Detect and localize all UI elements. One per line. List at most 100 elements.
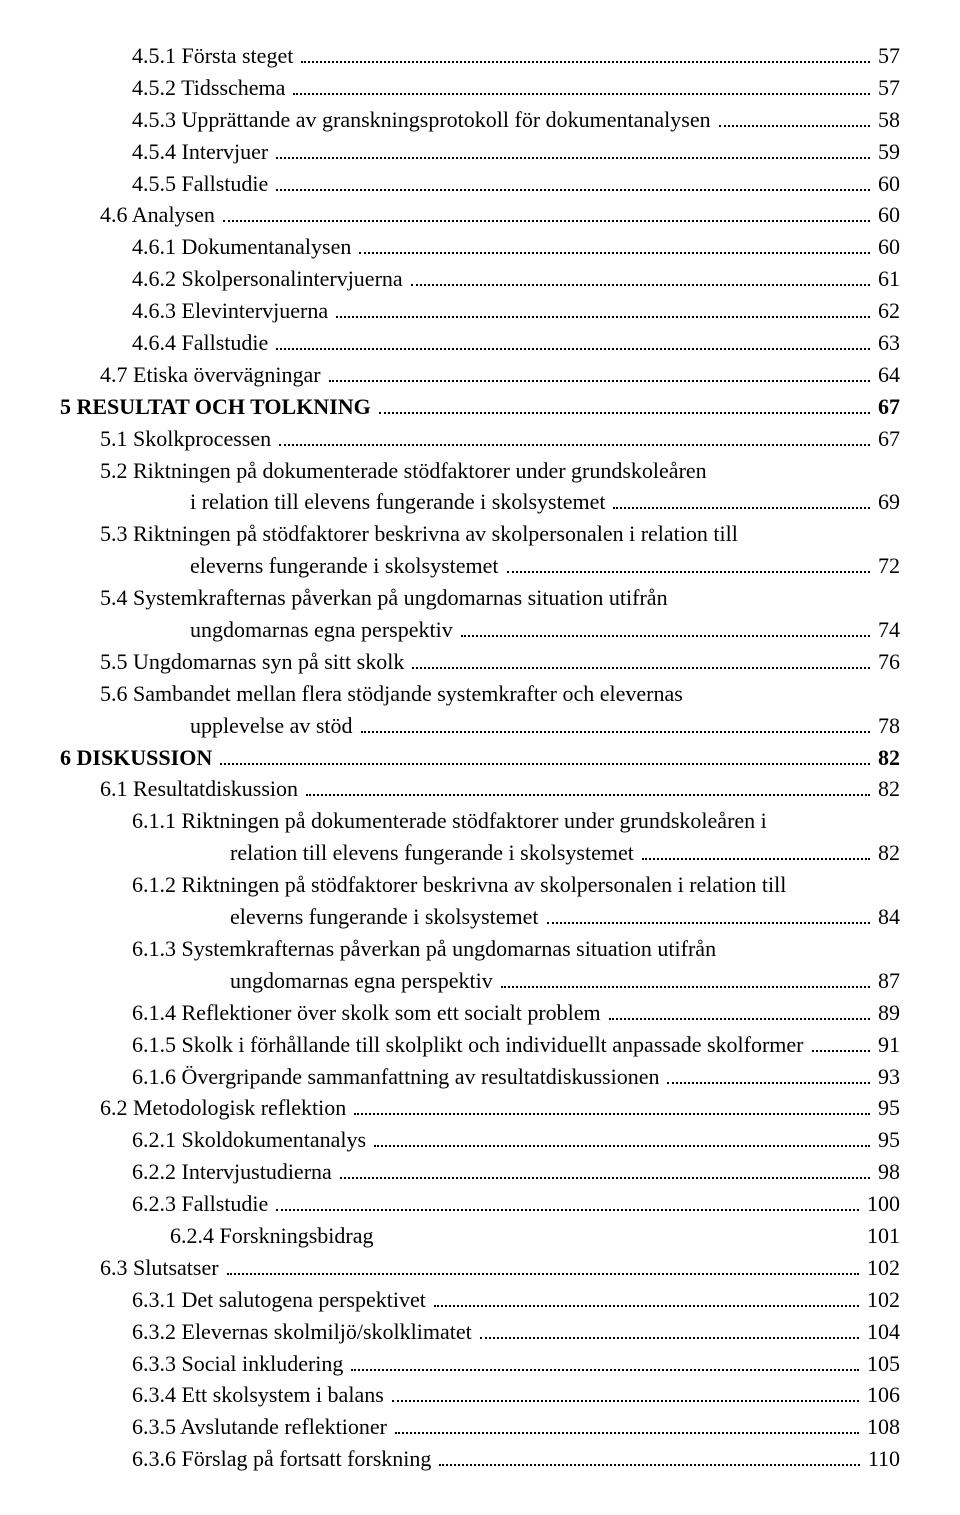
toc-leader	[439, 1444, 859, 1466]
toc-entry: 4.5.1 Första steget 57	[60, 40, 900, 72]
toc-entry: 6.2.3 Fallstudie100	[60, 1188, 900, 1220]
toc-entry: 6.3.1 Det salutogena perspektivet 102	[60, 1284, 900, 1316]
toc-entry-label: 6.3.3 Social inkludering	[132, 1348, 347, 1380]
toc-leader	[227, 1253, 859, 1275]
toc-entry-label: 4.6.2 Skolpersonalintervjuerna	[132, 263, 407, 295]
toc-leader	[613, 488, 870, 510]
toc-leader	[276, 137, 870, 159]
toc-entry-label: 6.3.4 Ett skolsystem i balans	[132, 1379, 388, 1411]
toc-entry-page: 105	[863, 1348, 900, 1380]
toc-entry-page: 57	[874, 72, 900, 104]
toc-leader	[220, 743, 870, 765]
toc-leader	[395, 1413, 859, 1435]
toc-entry: 5.1 Skolkprocessen67	[60, 423, 900, 455]
toc-entry: 6.2.1 Skoldokumentanalys 95	[60, 1124, 900, 1156]
toc-leader	[547, 902, 870, 924]
toc-entry-continuation: eleverns fungerande i skolsystemet72	[60, 550, 900, 582]
toc-leader	[412, 647, 870, 669]
toc-entry-continuation-label: eleverns fungerande i skolsystemet	[230, 901, 543, 933]
toc-entry-page: 61	[874, 263, 900, 295]
toc-entry: 4.6.3 Elevintervjuerna 62	[60, 295, 900, 327]
toc-entry-page: 95	[874, 1124, 900, 1156]
toc-entry: 5.3 Riktningen på stödfaktorer beskrivna…	[60, 518, 900, 550]
toc-entry-continuation-label: upplevelse av stöd	[190, 710, 357, 742]
toc-entry: 4.6 Analysen60	[60, 199, 900, 231]
toc-entry-label: 4.5.1 Första steget	[132, 40, 297, 72]
toc-entry-page: 63	[874, 327, 900, 359]
toc-leader	[329, 360, 870, 382]
toc-entry: 6.3.5 Avslutande reflektioner108	[60, 1411, 900, 1443]
toc-leader	[301, 41, 870, 63]
toc-entry-page: 58	[874, 104, 900, 136]
toc-entry-page: 78	[874, 710, 900, 742]
toc-entry-page: 60	[874, 168, 900, 200]
toc-entry-label: 6.1.1 Riktningen på dokumenterade stödfa…	[132, 805, 771, 837]
toc-entry-label: 4.5.5 Fallstudie	[132, 168, 272, 200]
toc-entry-page: 82	[874, 773, 900, 805]
toc-entry-label: 5.4 Systemkrafternas påverkan på ungdoma…	[100, 582, 672, 614]
toc-entry: 4.6.2 Skolpersonalintervjuerna 61	[60, 263, 900, 295]
toc-leader	[340, 1157, 870, 1179]
toc-entry-label: 6.1.4 Reflektioner över skolk som ett so…	[132, 997, 605, 1029]
toc-entry: 6.1.5 Skolk i förhållande till skolplikt…	[60, 1029, 900, 1061]
toc-entry-page: 100	[863, 1188, 900, 1220]
toc-leader	[642, 838, 870, 860]
toc-entry-page: 69	[874, 486, 900, 518]
toc-entry: 6.1.2 Riktningen på stödfaktorer beskriv…	[60, 869, 900, 901]
toc-entry: 5.6 Sambandet mellan flera stödjande sys…	[60, 678, 900, 710]
toc-entry-page: 102	[863, 1284, 900, 1316]
toc-entry: 6.3.2 Elevernas skolmiljö/skolklimatet10…	[60, 1316, 900, 1348]
toc-entry-label: 4.6.3 Elevintervjuerna	[132, 295, 332, 327]
toc-entry: 4.5.5 Fallstudie 60	[60, 168, 900, 200]
toc-entry: 4.6.1 Dokumentanalysen60	[60, 231, 900, 263]
toc-entry: 6.1.6 Övergripande sammanfattning av res…	[60, 1061, 900, 1093]
toc-entry: 4.5.4 Intervjuer59	[60, 136, 900, 168]
toc-leader	[279, 424, 870, 446]
toc-entry-continuation-label: i relation till elevens fungerande i sko…	[190, 486, 609, 518]
toc-leader	[411, 264, 870, 286]
toc-entry-label: 5.6 Sambandet mellan flera stödjande sys…	[100, 678, 687, 710]
toc-entry: 6.3.4 Ett skolsystem i balans106	[60, 1379, 900, 1411]
toc-entry-label: 6.2.1 Skoldokumentanalys	[132, 1124, 370, 1156]
toc-entry: 6.2.4 Forskningsbidrag 101	[60, 1220, 900, 1252]
toc-entry-page: 67	[874, 391, 900, 423]
toc-entry-page: 101	[863, 1220, 900, 1252]
toc-entry-page: 108	[863, 1411, 900, 1443]
toc-entry-continuation: upplevelse av stöd 78	[60, 710, 900, 742]
toc-leader	[480, 1317, 859, 1339]
toc-entry-page: 95	[874, 1092, 900, 1124]
toc-entry-page: 102	[863, 1252, 900, 1284]
toc-entry-label: 6.3.6 Förslag på fortsatt forskning	[132, 1443, 435, 1475]
toc-entry-page: 60	[874, 199, 900, 231]
toc-entry-page: 60	[874, 231, 900, 263]
toc-entry-continuation-label: relation till elevens fungerande i skols…	[230, 837, 638, 869]
toc-entry-label: 6.3.1 Det salutogena perspektivet	[132, 1284, 430, 1316]
toc-entry-label: 6.1.6 Övergripande sammanfattning av res…	[132, 1061, 663, 1093]
toc-leader	[351, 1349, 859, 1371]
toc-leader	[719, 105, 870, 127]
toc-leader	[276, 1189, 859, 1211]
toc-entry: 6.3 Slutsatser102	[60, 1252, 900, 1284]
toc-entry: 5.5 Ungdomarnas syn på sitt skolk76	[60, 646, 900, 678]
toc-entry-page: 62	[874, 295, 900, 327]
toc-entry-page: 74	[874, 614, 900, 646]
toc-entry: 6.1.3 Systemkrafternas påverkan på ungdo…	[60, 933, 900, 965]
toc-entry-page: 57	[874, 40, 900, 72]
toc-entry-page: 91	[874, 1029, 900, 1061]
toc-entry-continuation: ungdomarnas egna perspektiv74	[60, 614, 900, 646]
toc-leader	[276, 169, 870, 191]
toc-entry: 6.2.2 Intervjustudierna98	[60, 1156, 900, 1188]
toc-entry-label: 6.2.4 Forskningsbidrag	[170, 1220, 378, 1252]
toc-entry: 6.3.6 Förslag på fortsatt forskning 110	[60, 1443, 900, 1475]
toc-entry-page: 110	[864, 1443, 900, 1475]
toc-entry-page: 87	[874, 965, 900, 997]
toc-entry-continuation-label: eleverns fungerande i skolsystemet	[190, 550, 503, 582]
toc-entry-page: 76	[874, 646, 900, 678]
toc-entry-label: 6.3.2 Elevernas skolmiljö/skolklimatet	[132, 1316, 476, 1348]
toc-entry: 5 RESULTAT OCH TOLKNING67	[60, 391, 900, 423]
toc-leader	[359, 233, 870, 255]
toc-leader	[461, 615, 870, 637]
toc-entry-page: 82	[874, 837, 900, 869]
toc-entry-label: 4.5.3 Upprättande av granskningsprotokol…	[132, 104, 715, 136]
toc-entry: 4.5.2 Tidsschema57	[60, 72, 900, 104]
